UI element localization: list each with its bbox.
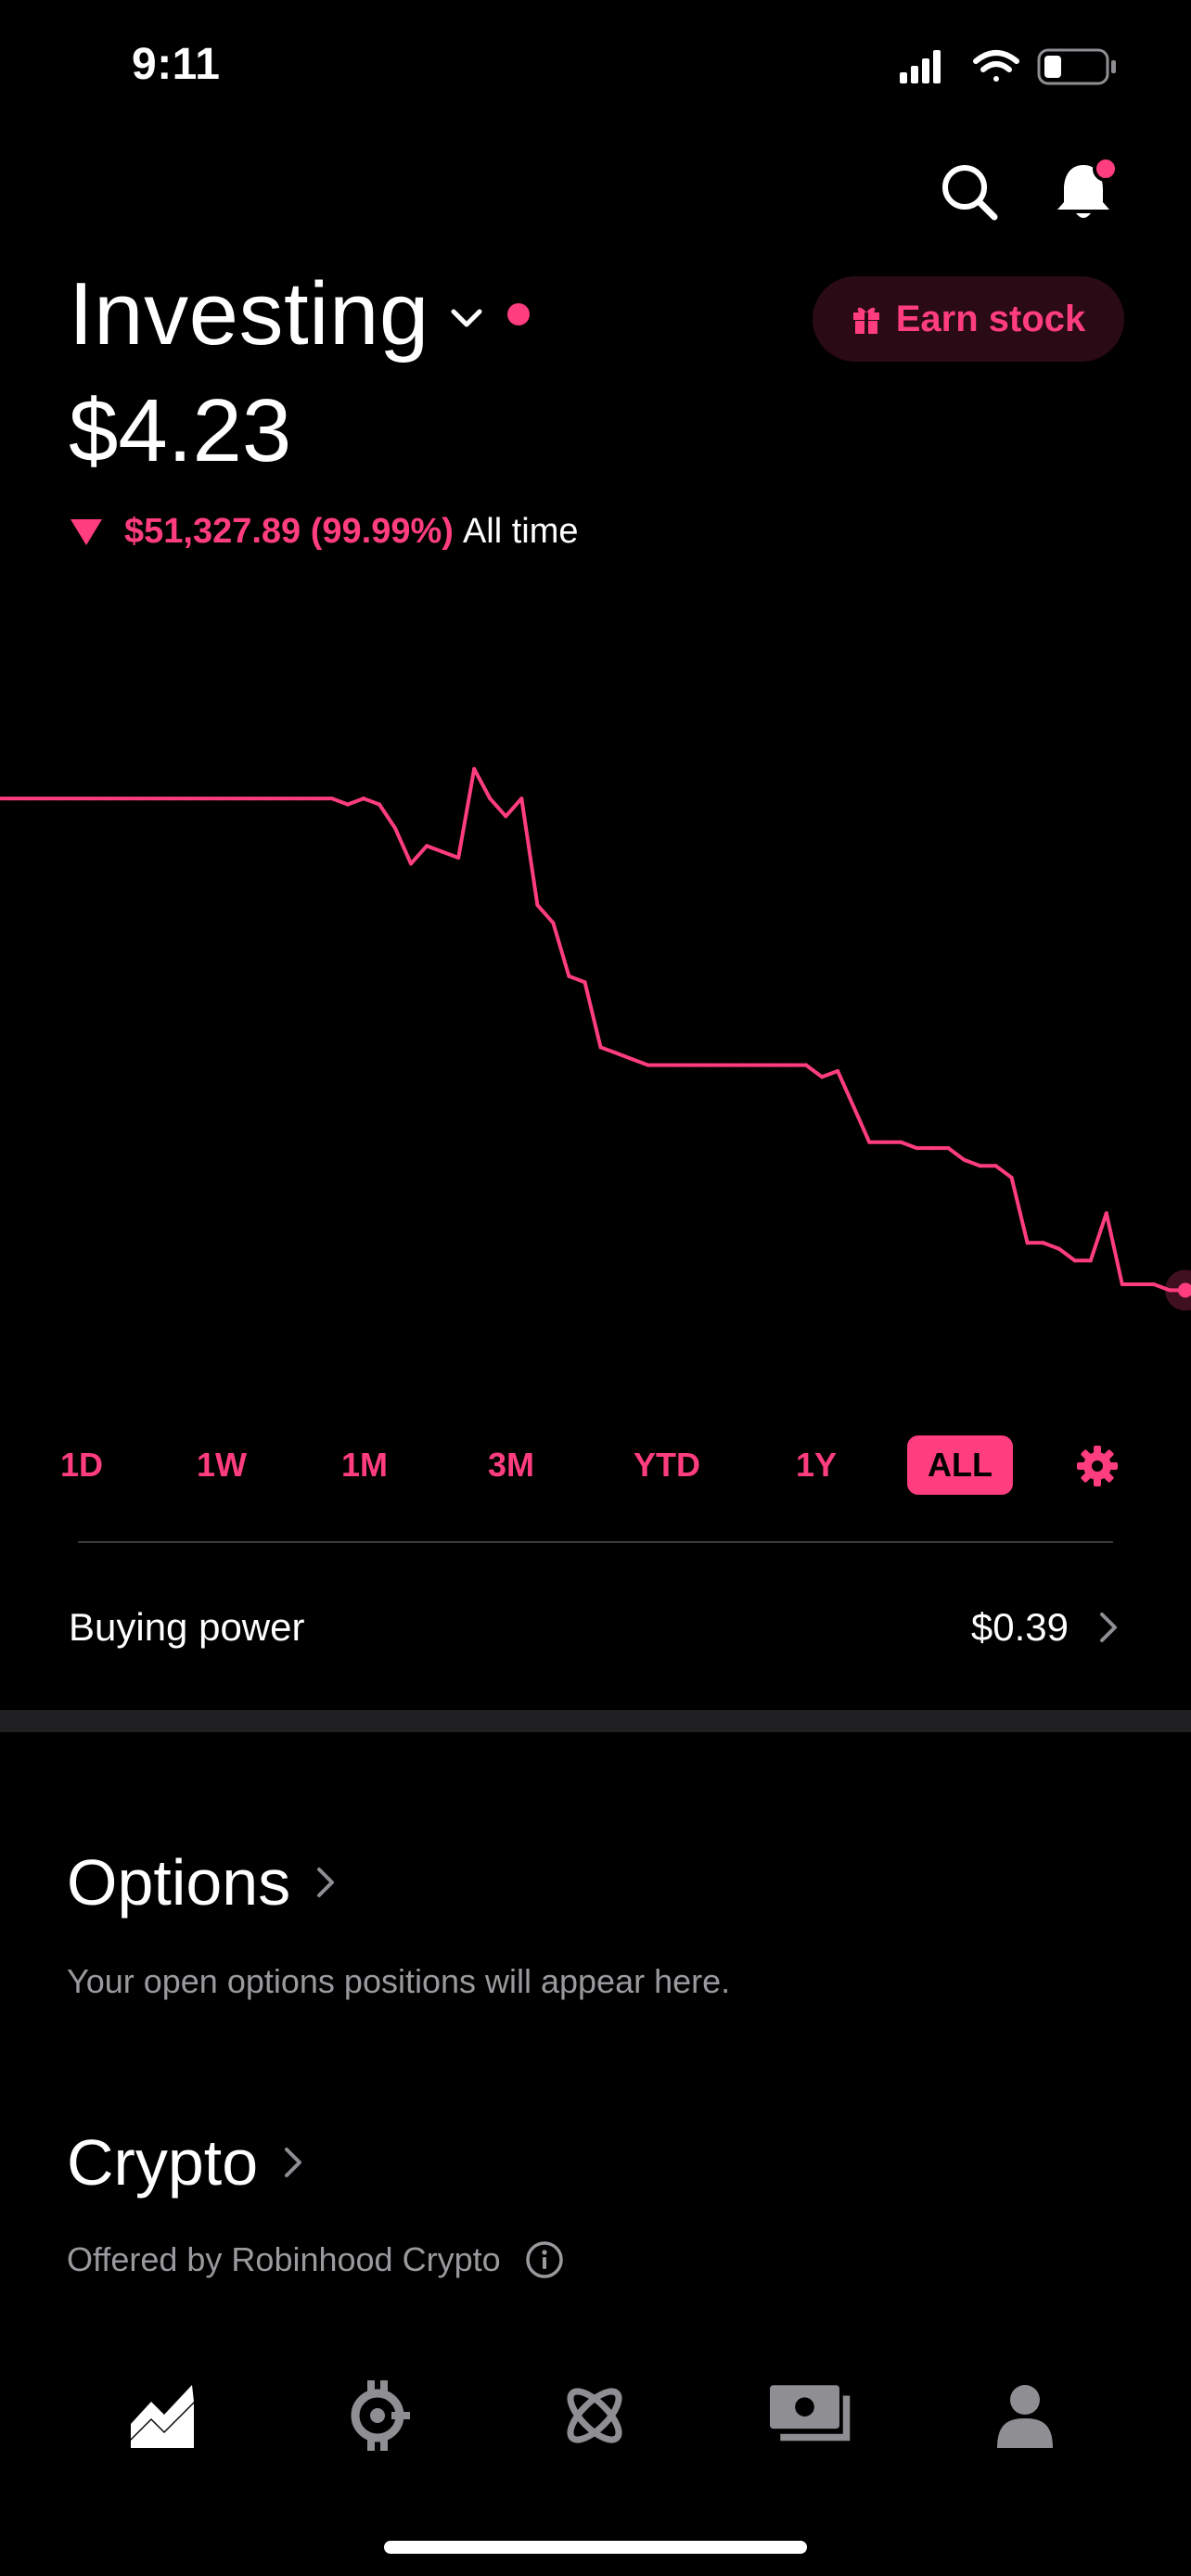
chart-line-segment (583, 980, 603, 1050)
chart-line-segment (899, 1140, 919, 1151)
chart-line-segment (378, 802, 397, 831)
buying-power-label: Buying power (69, 1605, 305, 1649)
home-indicator (384, 2541, 807, 2554)
notification-bell-icon[interactable] (1048, 156, 1119, 226)
chart-line-segment (946, 1146, 967, 1162)
chart-line-segment (393, 826, 413, 866)
options-subtitle: Your open options positions will appear … (67, 1962, 731, 2000)
chart-line-segment (836, 1069, 856, 1109)
crypto-header[interactable]: Crypto (67, 2125, 304, 2200)
chevron-right-icon (1100, 1613, 1117, 1642)
chart-line-segment (551, 921, 571, 978)
chart-line-segment (519, 797, 540, 908)
status-time: 9:11 (132, 40, 221, 89)
timeframe-ytd[interactable]: YTD (634, 1446, 700, 1484)
nav-account[interactable] (983, 2374, 1067, 2457)
notification-badge (1093, 156, 1119, 182)
chart-line-segment (804, 1063, 825, 1079)
timeframe-1d[interactable]: 1D (59, 1446, 104, 1484)
change-period: All time (462, 512, 579, 551)
account-icon (997, 2385, 1053, 2448)
down-triangle-icon (70, 518, 102, 545)
chevron-down-icon (451, 309, 482, 327)
chevron-right-icon (285, 2148, 302, 2177)
buying-power-value: $0.39 (970, 1605, 1069, 1649)
status-dot (506, 303, 530, 325)
chart-line-segment (1057, 1246, 1077, 1263)
chart-line-segment (345, 797, 365, 807)
bottom-navigation (0, 2374, 1191, 2467)
gear-icon[interactable] (1076, 1445, 1119, 1487)
account-selector[interactable]: Investing (69, 263, 530, 365)
chart-line-segment (425, 844, 445, 854)
chart-line-segment (820, 1069, 840, 1079)
chart-line-segment (614, 1051, 634, 1062)
chart-line-segment (456, 767, 477, 860)
crypto-title: Crypto (67, 2126, 259, 2199)
chart-line-segment (409, 844, 429, 866)
nav-browse[interactable] (553, 2374, 636, 2457)
status-icons (900, 48, 1116, 85)
earn-stock-label: Earn stock (895, 298, 1086, 339)
options-header[interactable]: Options (67, 1845, 337, 1919)
chart-line-segment (1009, 1176, 1030, 1245)
nav-crypto[interactable] (336, 2374, 419, 2457)
page-title: Investing (69, 264, 429, 363)
portfolio-value: $4.23 (69, 381, 292, 480)
chart-line-segment (852, 1104, 872, 1144)
timeframe-selector: 1D 1W 1M 3M YTD 1Y ALL (0, 1435, 1191, 1502)
nav-investing[interactable] (121, 2374, 204, 2457)
divider (78, 1541, 1113, 1543)
browse-icon (567, 2388, 622, 2443)
change-value: $51,327.89 (99.99%) (124, 512, 454, 551)
info-icon[interactable] (525, 2240, 564, 2279)
chart-line-segment (630, 1057, 650, 1067)
chart-line-segment (1041, 1241, 1061, 1251)
chart-line-segment (441, 849, 461, 860)
chart-end-dot (1178, 1282, 1191, 1298)
crypto-subtitle-row: Offered by Robinhood Crypto (67, 2240, 564, 2279)
timeframe-1w[interactable]: 1W (197, 1446, 247, 1484)
chart-line-segment (361, 797, 381, 807)
chart-line-segment (1088, 1211, 1108, 1263)
cellular-signal-icon (900, 50, 941, 83)
chart-line-segment (598, 1045, 619, 1055)
gift-icon (852, 307, 879, 334)
buying-power-row[interactable]: Buying power $0.39 (69, 1576, 1121, 1678)
portfolio-change: $51,327.89 (99.99%) All time (70, 512, 579, 552)
cash-icon (770, 2385, 851, 2442)
chart-line-segment (962, 1157, 982, 1168)
investing-icon (131, 2385, 194, 2448)
crypto-icon (351, 2380, 410, 2451)
chart-line-segment (535, 903, 556, 925)
chart-line-segment (329, 797, 350, 807)
chart-line-segment (472, 767, 493, 801)
chevron-right-icon (317, 1868, 335, 1897)
timeframe-1y[interactable]: 1Y (795, 1446, 838, 1484)
search-icon[interactable] (937, 159, 1002, 224)
chart-line-segment (488, 797, 508, 819)
chart-line-segment (504, 797, 524, 819)
section-separator (0, 1710, 1191, 1732)
battery-icon (1037, 48, 1116, 85)
chart-line-segment (567, 974, 587, 985)
chart-line-segment (1104, 1211, 1124, 1286)
portfolio-chart[interactable] (0, 723, 1191, 1447)
chart-line-segment (1151, 1282, 1172, 1293)
wifi-icon (973, 50, 1019, 82)
nav-cash[interactable] (770, 2374, 853, 2457)
earn-stock-button[interactable]: Earn stock (813, 276, 1124, 362)
chart-line-segment (993, 1164, 1014, 1180)
timeframe-1m[interactable]: 1M (340, 1446, 388, 1484)
options-title: Options (67, 1846, 291, 1919)
timeframe-3m[interactable]: 3M (487, 1446, 534, 1484)
crypto-subtitle: Offered by Robinhood Crypto (67, 2240, 501, 2278)
timeframe-all[interactable]: ALL (907, 1435, 1013, 1495)
